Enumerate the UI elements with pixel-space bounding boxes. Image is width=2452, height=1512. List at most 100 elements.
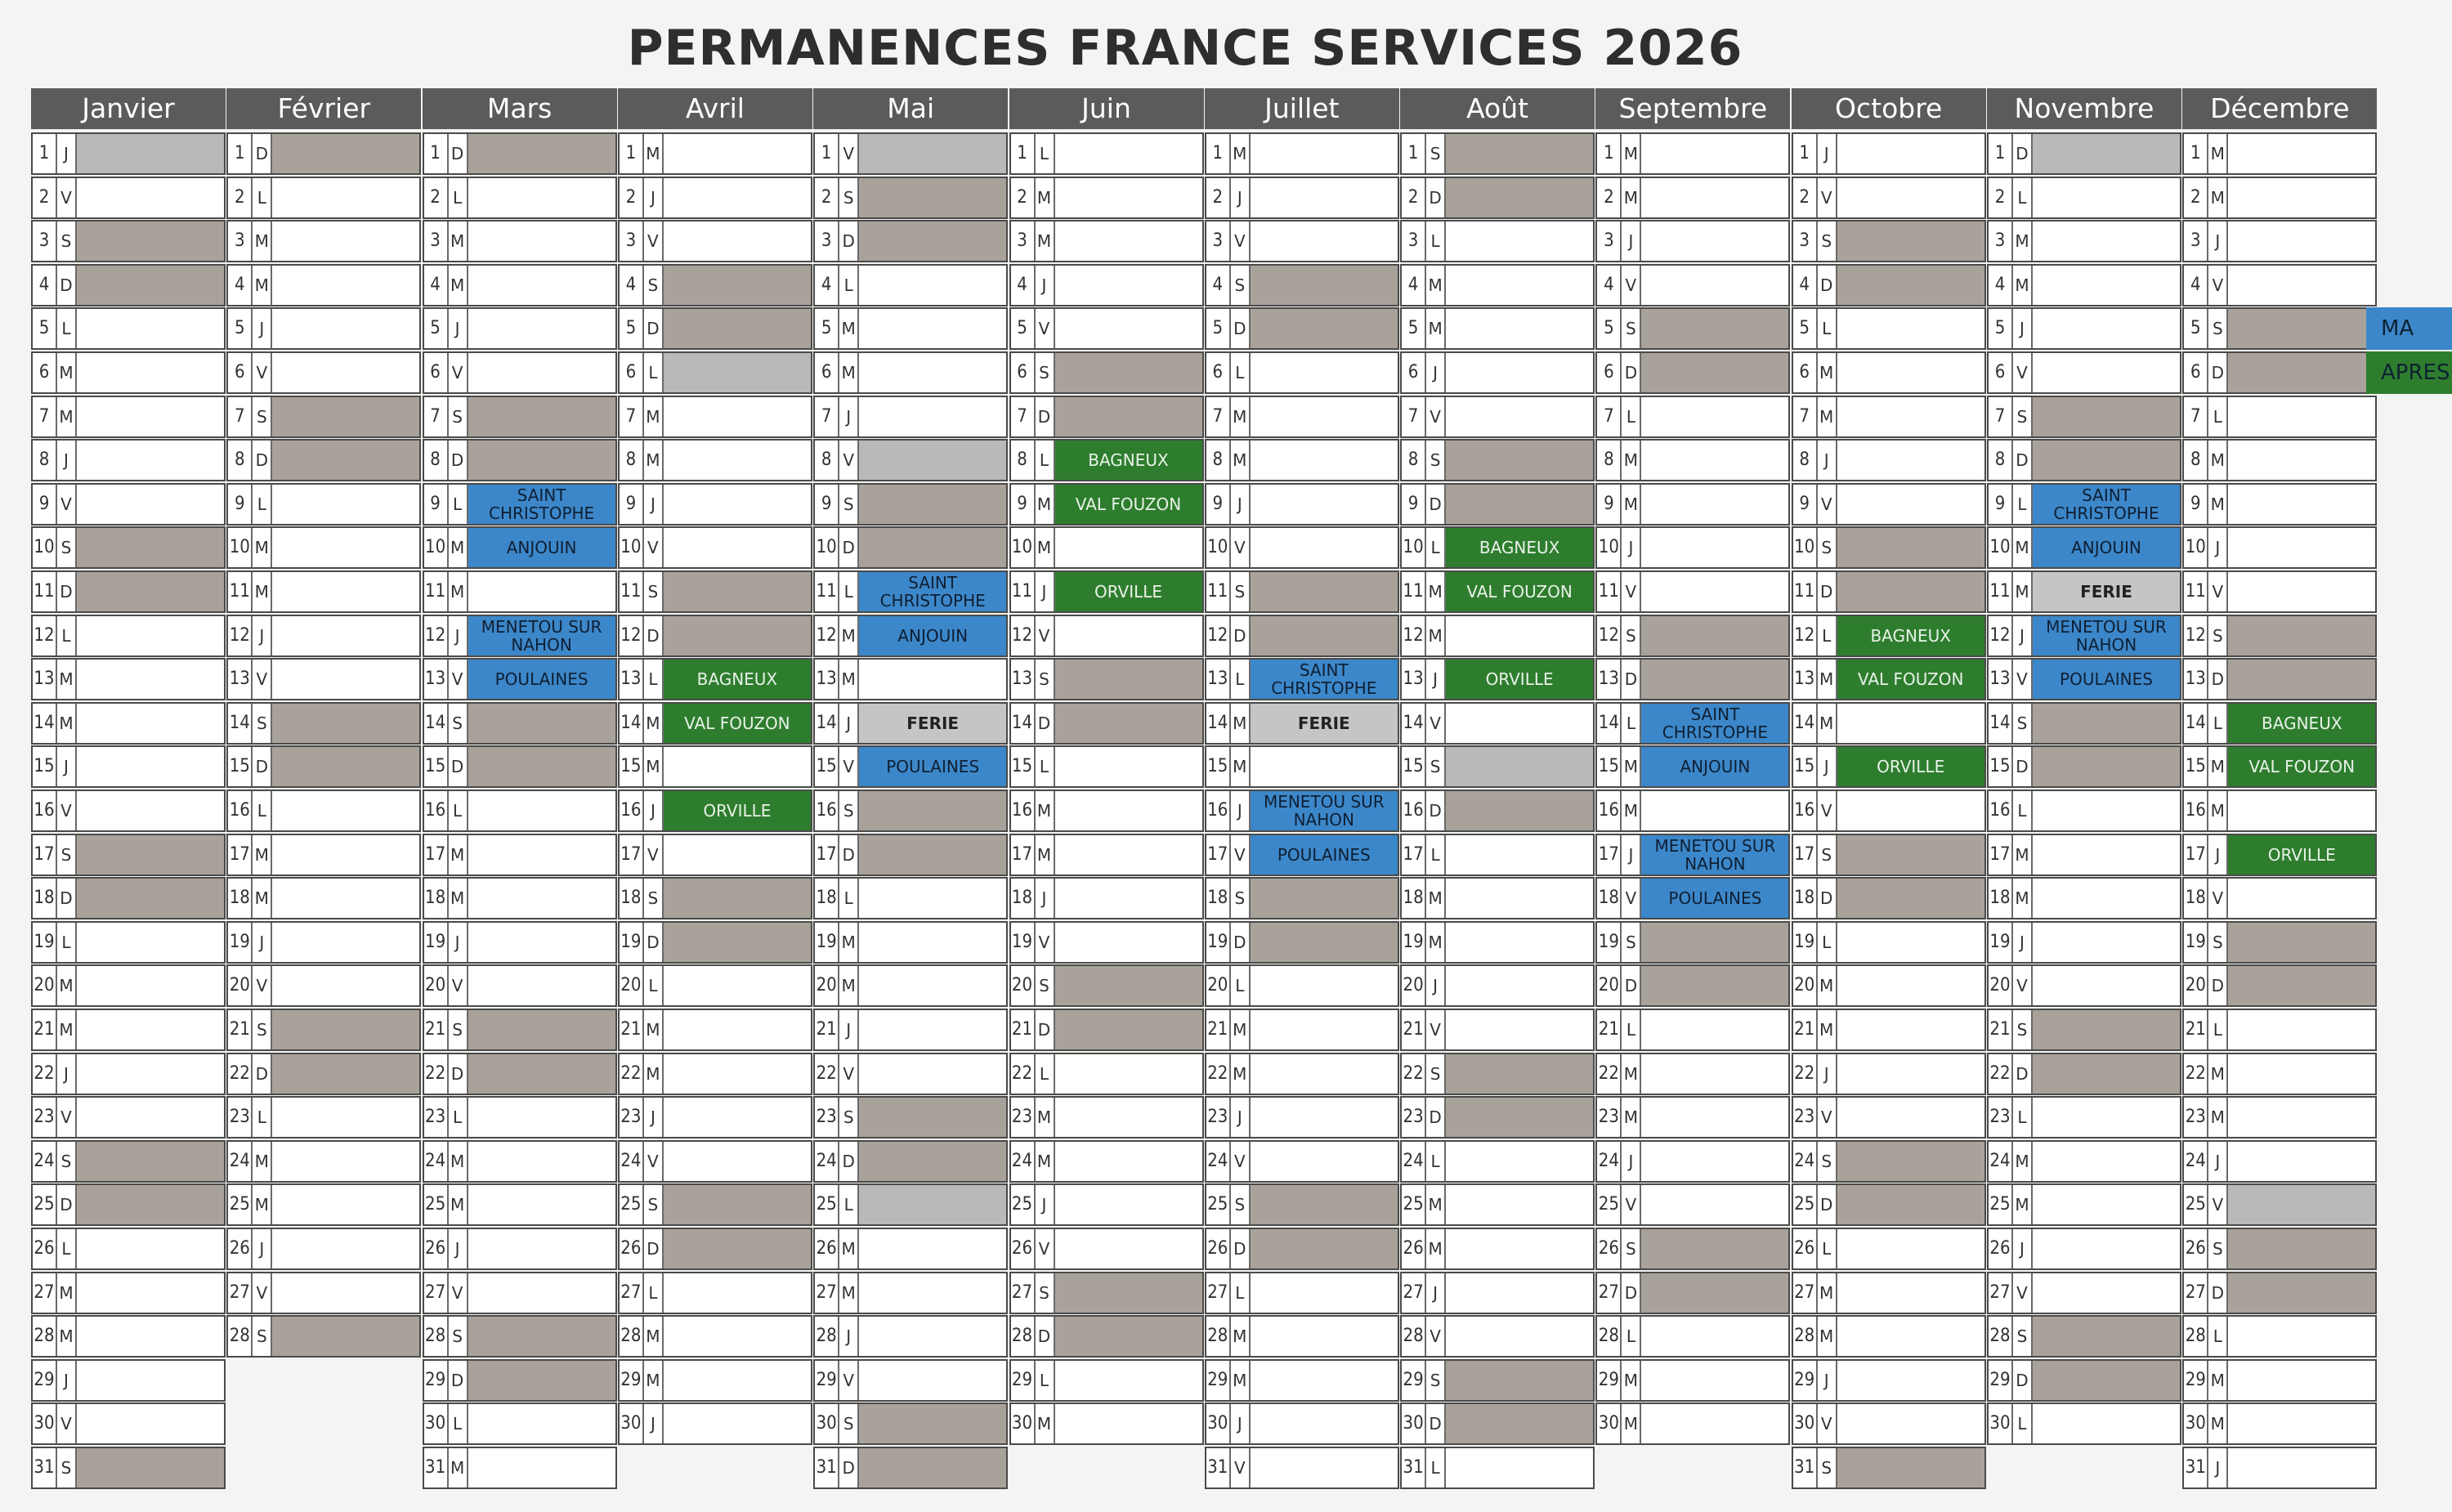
day-cell: 16 J MENETOU SUR NAHON: [1204, 790, 1399, 832]
day-event-area: [1054, 660, 1202, 700]
day-number: 18: [1011, 879, 1036, 919]
day-number: 7: [815, 396, 840, 436]
day-number: 6: [33, 353, 57, 392]
day-event-area: [1446, 923, 1593, 962]
day-event-area: [2228, 397, 2375, 436]
day-event-area: [2228, 221, 2375, 261]
day-number: 27: [424, 1273, 449, 1313]
weekday-letter: D: [1231, 1229, 1251, 1268]
event-label: ANJOUIN: [2071, 538, 2141, 558]
day-cell: 24 D: [813, 1139, 1009, 1183]
event-label: MENETOU SUR NAHON: [1654, 835, 1776, 874]
day-cell: 19 L: [1791, 920, 1986, 964]
weekday-letter: L: [2013, 484, 2033, 524]
day-number: 17: [33, 834, 57, 875]
weekday-letter: M: [1426, 615, 1447, 655]
day-event-area: [272, 703, 420, 743]
day-cell: 27 J: [1400, 1271, 1595, 1314]
day-number: 14: [33, 703, 57, 743]
weekday-letter: M: [1426, 572, 1447, 611]
day-event-area: [1837, 353, 1984, 392]
weekday-letter: J: [449, 1229, 468, 1268]
day-number: 16: [2184, 791, 2209, 830]
day-cell: 12 M ANJOUIN: [813, 614, 1009, 657]
day-event-area: [2228, 1229, 2376, 1268]
day-event-area: FERIE: [1250, 703, 1398, 743]
weekday-letter: L: [839, 879, 860, 919]
day-number: 11: [2184, 572, 2209, 611]
day-cell: 24 V: [1204, 1139, 1399, 1183]
day-cell: 25 L: [813, 1183, 1009, 1227]
day-cell: 25 S: [617, 1183, 812, 1227]
day-cell: 14 M: [31, 701, 226, 745]
day-event-area: [1837, 834, 1984, 875]
day-cell: 26 S: [1595, 1228, 1791, 1270]
weekday-letter: V: [57, 484, 77, 524]
weekday-letter: M: [1036, 1404, 1055, 1444]
day-event-area: [664, 528, 811, 567]
day-event-area: [272, 1010, 420, 1049]
day-event-area: ORVILLE: [1446, 660, 1594, 700]
day-number: 30: [1206, 1404, 1231, 1444]
day-cell: 21 M: [1204, 1009, 1399, 1051]
weekday-letter: D: [1231, 615, 1251, 655]
day-event-area: [664, 1317, 811, 1356]
day-event-area: [1837, 178, 1984, 217]
day-event-area: [77, 923, 224, 962]
day-number: 9: [1402, 484, 1427, 524]
weekday-letter: S: [644, 879, 664, 919]
weekday-letter: D: [1426, 484, 1447, 524]
day-number: 18: [1597, 879, 1622, 919]
weekday-letter: L: [253, 791, 273, 830]
weekday-letter: D: [839, 1448, 860, 1487]
day-cell: 20 M: [813, 964, 1009, 1008]
day-number: 11: [1989, 572, 2013, 611]
day-number: 28: [33, 1317, 57, 1357]
day-number: 24: [1206, 1141, 1231, 1181]
day-cell: 12 L BAGNEUX: [1791, 614, 1986, 657]
day-event-area: [2033, 1142, 2180, 1181]
day-event-area: [664, 1054, 811, 1094]
weekday-letter: L: [2208, 396, 2229, 436]
day-event-area: [2033, 879, 2180, 918]
weekday-letter: M: [2013, 879, 2033, 919]
day-cell: 11 V: [1595, 570, 1791, 613]
day-number: 23: [1793, 1098, 1818, 1138]
day-cell: 30 J: [1204, 1402, 1399, 1446]
weekday-letter: J: [2208, 1448, 2229, 1487]
weekday-letter: J: [1818, 1360, 1837, 1400]
day-number: 17: [228, 834, 253, 875]
day-event-area: [859, 528, 1007, 568]
weekday-letter: M: [2208, 1098, 2229, 1138]
day-number: 27: [1402, 1273, 1427, 1313]
day-event-area: VAL FOUZON: [663, 703, 811, 743]
weekday-letter: M: [1231, 1010, 1251, 1049]
weekday-letter: V: [839, 747, 860, 787]
day-event-area: [1837, 704, 1984, 743]
event-label: ANJOUIN: [1680, 757, 1751, 777]
weekday-letter: V: [644, 528, 664, 568]
day-event-area: [1446, 309, 1593, 348]
weekday-letter: M: [2013, 1185, 2033, 1225]
day-cell: 25 D: [31, 1183, 226, 1227]
day-cell: 30 M: [1595, 1402, 1791, 1446]
day-number: 17: [815, 834, 840, 875]
day-cell: 23 S: [813, 1096, 1009, 1139]
day-number: 10: [228, 528, 253, 568]
day-event-area: MENETOU SUR NAHON: [2033, 615, 2180, 655]
day-event-area: [1641, 1054, 1788, 1094]
day-number: 12: [1011, 615, 1036, 655]
day-event-area: [77, 1361, 224, 1400]
day-event-area: [1837, 265, 1984, 305]
day-event-area: [2228, 966, 2376, 1006]
day-number: 8: [1989, 441, 2013, 481]
day-event-area: [1641, 178, 1788, 217]
day-event-area: [77, 1010, 224, 1049]
day-cell: 23 V: [1791, 1096, 1986, 1139]
weekday-letter: S: [2208, 1229, 2229, 1268]
day-cell: 30 D: [1400, 1402, 1595, 1446]
day-event-area: [664, 134, 811, 173]
